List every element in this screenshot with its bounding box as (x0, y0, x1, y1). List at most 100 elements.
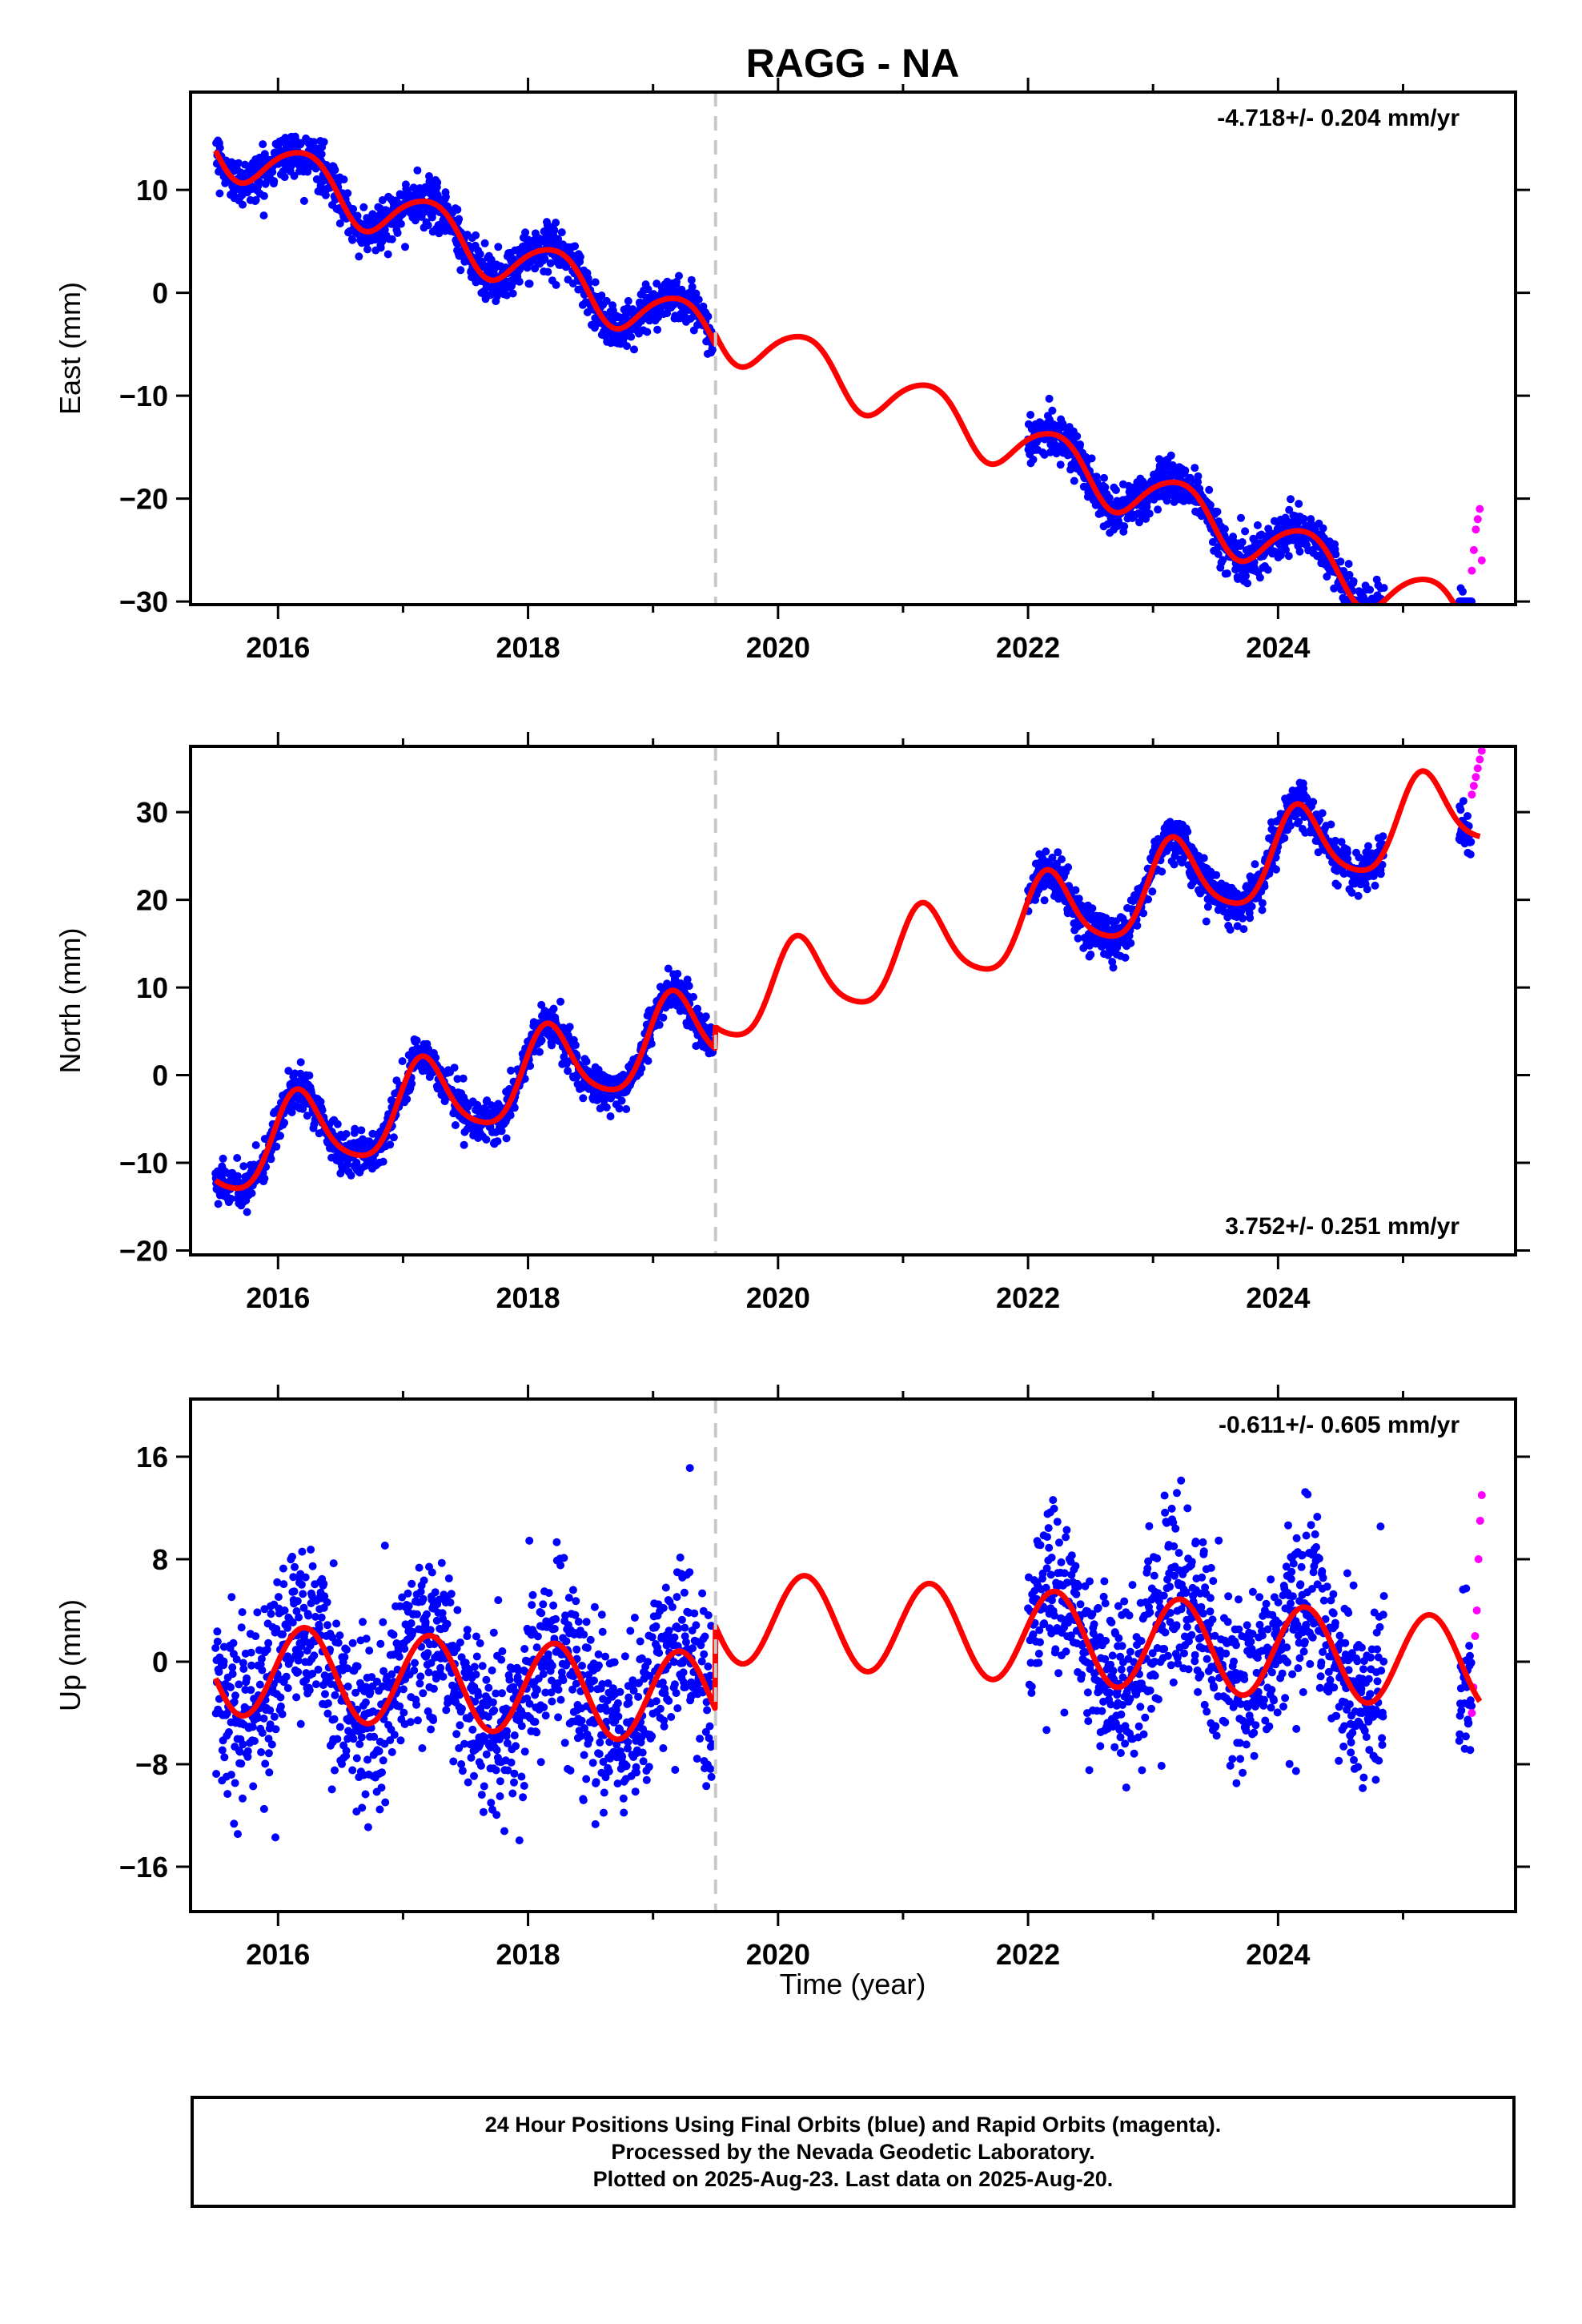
final-orbit-point (284, 1067, 293, 1076)
rapid-orbit-point (1472, 773, 1480, 782)
final-orbit-point (279, 1630, 287, 1638)
x-tick-label: 2022 (996, 631, 1060, 664)
x-tick-label: 2020 (746, 631, 810, 664)
final-orbit-point (267, 1740, 276, 1749)
final-orbit-point (1459, 797, 1468, 806)
final-orbit-point (1058, 855, 1066, 863)
final-orbit-point (279, 1564, 287, 1573)
final-orbit-point (1333, 881, 1342, 890)
final-orbit-point (455, 215, 464, 223)
x-tick-label: 2024 (1246, 631, 1310, 664)
final-orbit-point (283, 1684, 292, 1692)
y-axis-label: East (mm) (54, 282, 86, 415)
final-orbit-point (441, 192, 450, 201)
x-tick-label: 2016 (246, 1281, 310, 1314)
final-orbit-point (251, 1737, 259, 1745)
final-orbit-point (280, 1606, 289, 1614)
final-orbit-point (386, 1140, 395, 1149)
final-orbit-point (1029, 455, 1038, 464)
final-orbit-point (1191, 464, 1199, 472)
final-orbit-point (1331, 550, 1340, 559)
final-orbit-point (259, 1714, 268, 1723)
y-tick-label: −10 (119, 380, 168, 412)
final-orbit-point (1100, 473, 1108, 482)
final-orbit-point (280, 173, 289, 182)
final-orbit-point (257, 1748, 266, 1756)
rapid-orbit-point (1469, 782, 1478, 790)
final-orbit-point (308, 1562, 317, 1570)
final-orbit-point (617, 1096, 626, 1105)
final-orbit-point (212, 1770, 221, 1778)
final-orbit-point (228, 1670, 237, 1679)
final-orbit-point (1126, 939, 1135, 947)
final-orbit-point (1349, 577, 1358, 585)
final-orbit-point (321, 191, 330, 199)
final-orbit-point (1103, 520, 1112, 529)
final-orbit-point (521, 228, 530, 237)
final-orbit-point (299, 1590, 307, 1598)
final-orbit-point (261, 1759, 270, 1768)
final-orbit-point (544, 267, 552, 276)
final-orbit-point (413, 166, 422, 175)
y-tick-label: −30 (119, 585, 168, 618)
final-orbit-point (251, 1141, 260, 1149)
final-orbit-point (358, 1803, 367, 1812)
final-orbit-point (571, 1041, 580, 1050)
final-orbit-point (1379, 584, 1388, 593)
final-orbit-point (255, 1680, 264, 1689)
final-orbit-point (1202, 917, 1211, 926)
final-orbit-point (472, 231, 480, 239)
final-orbit-point (1026, 411, 1035, 419)
final-orbit-point (659, 1013, 668, 1022)
final-orbit-point (301, 1573, 310, 1582)
final-orbit-point (258, 1666, 267, 1675)
y-tick-label: 10 (136, 971, 168, 1004)
final-orbit-point (704, 312, 713, 321)
final-orbit-point (223, 1790, 232, 1799)
final-orbit-point (433, 178, 442, 187)
final-orbit-point (1466, 850, 1475, 858)
final-orbit-point (687, 275, 696, 284)
final-orbit-point (348, 1638, 357, 1647)
final-orbit-point (265, 1768, 274, 1777)
final-orbit-point (359, 1618, 367, 1626)
y-tick-label: 20 (136, 884, 168, 917)
final-orbit-point (1253, 521, 1262, 529)
final-orbit-point (482, 1136, 491, 1144)
final-orbit-point (321, 1690, 329, 1699)
final-orbit-point (1344, 560, 1353, 569)
final-orbit-point (546, 259, 555, 267)
final-orbit-point (1239, 914, 1247, 923)
final-orbit-point (622, 1105, 631, 1113)
final-orbit-point (1045, 394, 1054, 403)
final-orbit-point (701, 1012, 710, 1021)
final-orbit-point (274, 1593, 283, 1602)
final-orbit-point (387, 235, 396, 243)
final-orbit-point (353, 1662, 362, 1671)
final-orbit-point (508, 289, 517, 298)
data-points (212, 132, 1486, 605)
final-orbit-point (1456, 806, 1465, 814)
final-orbit-point (568, 279, 577, 287)
final-orbit-point (1327, 820, 1335, 829)
final-orbit-point (1145, 509, 1154, 518)
final-orbit-point (340, 1653, 349, 1662)
final-orbit-point (1468, 597, 1476, 605)
final-orbit-point (233, 1154, 242, 1162)
final-orbit-point (243, 1208, 251, 1216)
final-orbit-point (1243, 579, 1252, 588)
final-orbit-point (1242, 572, 1250, 581)
final-orbit-point (1299, 514, 1308, 523)
final-orbit-point (330, 1715, 339, 1723)
x-tick-label: 2024 (1246, 1281, 1310, 1314)
final-orbit-point (536, 1047, 544, 1056)
final-orbit-point (270, 1712, 279, 1721)
final-orbit-point (357, 1126, 366, 1135)
final-orbit-point (1241, 527, 1250, 536)
final-orbit-point (259, 211, 268, 220)
final-orbit-point (653, 325, 662, 334)
final-orbit-point (1042, 847, 1050, 856)
rapid-orbit-point (1468, 790, 1476, 799)
final-orbit-point (319, 138, 328, 147)
